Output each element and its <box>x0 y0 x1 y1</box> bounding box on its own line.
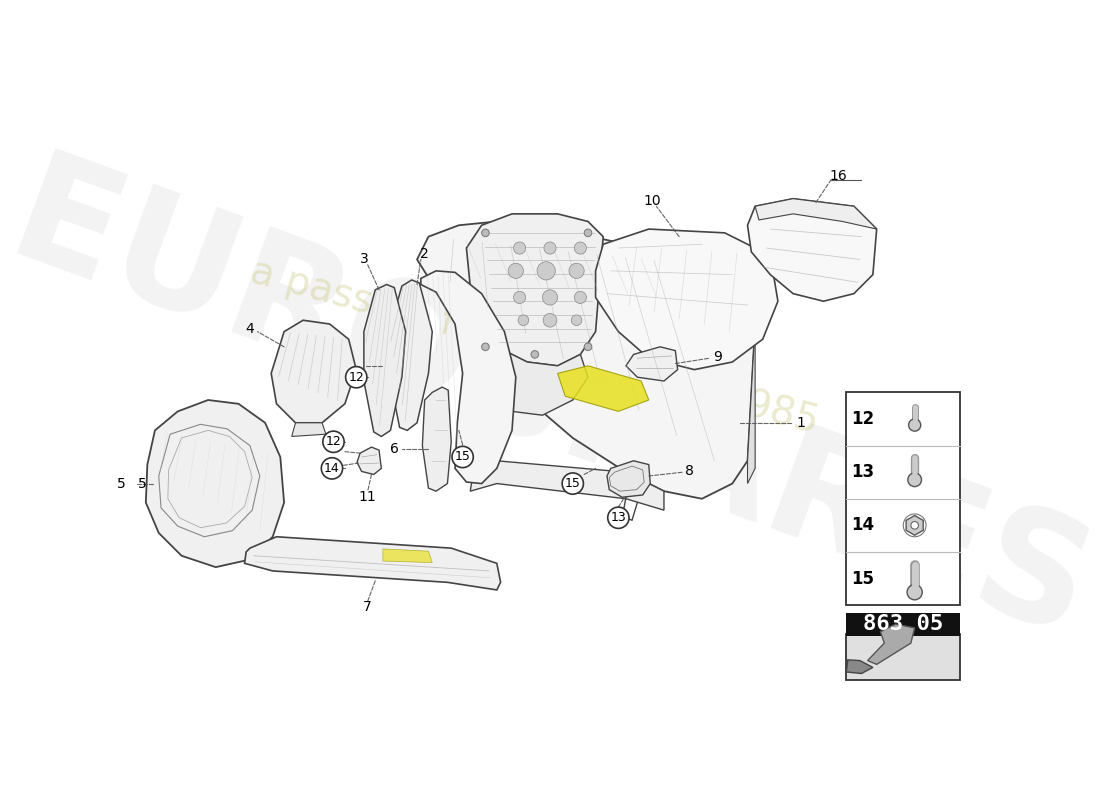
Polygon shape <box>607 461 650 498</box>
Circle shape <box>508 263 524 278</box>
Polygon shape <box>733 294 755 483</box>
Text: 9: 9 <box>713 350 722 364</box>
Circle shape <box>542 290 558 305</box>
Text: 12: 12 <box>349 370 364 384</box>
Text: 8: 8 <box>685 464 694 478</box>
Text: 15: 15 <box>565 477 581 490</box>
Circle shape <box>482 343 490 350</box>
Text: 1: 1 <box>796 416 805 430</box>
Circle shape <box>607 507 629 528</box>
FancyBboxPatch shape <box>846 634 960 679</box>
Circle shape <box>574 291 586 303</box>
Text: 6: 6 <box>389 442 398 456</box>
Polygon shape <box>470 461 664 510</box>
FancyBboxPatch shape <box>846 613 960 635</box>
Polygon shape <box>906 515 923 535</box>
Text: EUROSPARES: EUROSPARES <box>0 144 1100 671</box>
Text: 15: 15 <box>454 450 471 463</box>
FancyBboxPatch shape <box>846 393 960 605</box>
Polygon shape <box>292 422 326 437</box>
Polygon shape <box>146 400 284 567</box>
Text: 16: 16 <box>829 169 848 183</box>
Circle shape <box>569 263 584 278</box>
Circle shape <box>543 314 557 327</box>
Polygon shape <box>558 366 649 411</box>
Circle shape <box>531 350 539 358</box>
Circle shape <box>345 366 367 388</box>
Circle shape <box>584 229 592 237</box>
Polygon shape <box>422 387 451 491</box>
Text: 13: 13 <box>610 511 626 524</box>
Polygon shape <box>466 324 588 415</box>
Circle shape <box>452 446 473 468</box>
Polygon shape <box>846 660 873 674</box>
Polygon shape <box>272 320 356 422</box>
Circle shape <box>518 315 529 326</box>
Text: 7: 7 <box>363 600 372 614</box>
Text: 2: 2 <box>420 247 429 261</box>
Text: 12: 12 <box>326 435 341 448</box>
Text: 12: 12 <box>851 410 874 428</box>
Text: 14: 14 <box>851 516 874 534</box>
Circle shape <box>482 229 490 237</box>
Circle shape <box>911 522 918 529</box>
Text: a passion for parts since 1985: a passion for parts since 1985 <box>246 253 823 441</box>
Text: 11: 11 <box>359 490 376 504</box>
Circle shape <box>571 315 582 326</box>
Circle shape <box>537 262 556 280</box>
Circle shape <box>543 242 557 254</box>
Polygon shape <box>626 347 678 381</box>
Circle shape <box>322 431 344 453</box>
Polygon shape <box>383 549 432 562</box>
Text: 13: 13 <box>851 463 874 481</box>
Circle shape <box>321 458 342 479</box>
Text: 5: 5 <box>139 477 147 490</box>
Polygon shape <box>595 229 778 370</box>
Text: 4: 4 <box>245 322 254 335</box>
Circle shape <box>562 473 583 494</box>
Circle shape <box>908 585 922 600</box>
Polygon shape <box>421 271 516 483</box>
Polygon shape <box>417 222 755 498</box>
Polygon shape <box>364 285 406 437</box>
Text: 14: 14 <box>324 462 340 475</box>
Circle shape <box>584 343 592 350</box>
Circle shape <box>909 419 921 431</box>
Circle shape <box>514 242 526 254</box>
Text: 5: 5 <box>118 477 127 490</box>
Circle shape <box>514 291 526 303</box>
Polygon shape <box>466 214 603 366</box>
Polygon shape <box>755 198 877 229</box>
Text: 15: 15 <box>851 570 874 587</box>
Text: 10: 10 <box>644 194 661 208</box>
Polygon shape <box>868 624 915 664</box>
Polygon shape <box>358 447 382 474</box>
Polygon shape <box>389 280 432 430</box>
Circle shape <box>908 473 922 486</box>
Text: 863 05: 863 05 <box>864 614 944 634</box>
Circle shape <box>574 242 586 254</box>
Text: 3: 3 <box>360 253 368 266</box>
Polygon shape <box>244 537 500 590</box>
Polygon shape <box>748 198 877 302</box>
